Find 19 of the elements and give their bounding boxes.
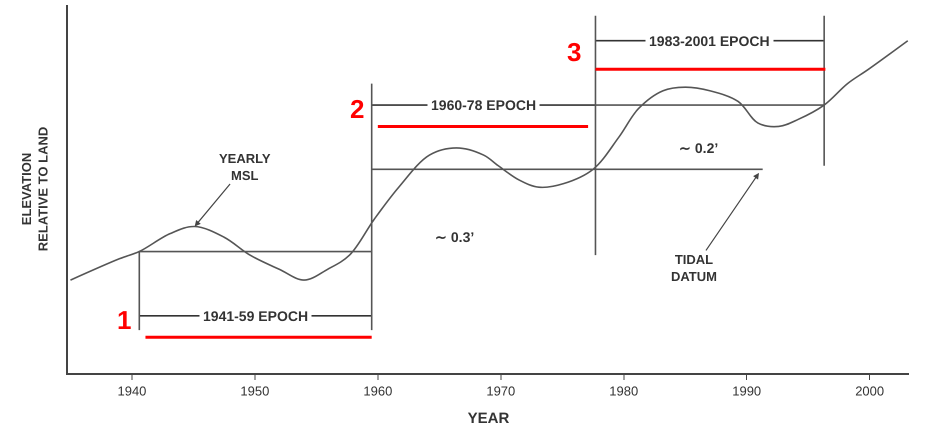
x-tick-label: 1980	[609, 383, 638, 398]
series-label: 1960-78 EPOCH	[431, 97, 536, 113]
annotation: YEARLY MSL	[219, 151, 271, 183]
series-label: 3	[567, 37, 582, 67]
x-tick-label: 1970	[486, 383, 516, 398]
annotation: ∼ 0.2’	[679, 140, 718, 156]
y-axis-title: ELEVATION RELATIVE TO LAND	[18, 126, 51, 252]
series-label: 2	[350, 94, 364, 124]
x-tick-label: 1960	[363, 383, 392, 398]
x-tick-label: 1950	[240, 383, 270, 398]
series-label: 1983-2001 EPOCH	[649, 33, 770, 49]
x-axis-title: YEAR	[468, 410, 510, 427]
series-label: 1941-59 EPOCH	[203, 308, 308, 324]
series-label: 1	[117, 305, 132, 335]
annotation: ∼ 0.3’	[435, 229, 474, 245]
x-tick-label: 1990	[732, 383, 762, 398]
annotation: TIDAL DATUM	[671, 252, 717, 284]
x-tick-label: 2000	[855, 383, 884, 398]
x-tick-label: 1940	[117, 383, 146, 398]
